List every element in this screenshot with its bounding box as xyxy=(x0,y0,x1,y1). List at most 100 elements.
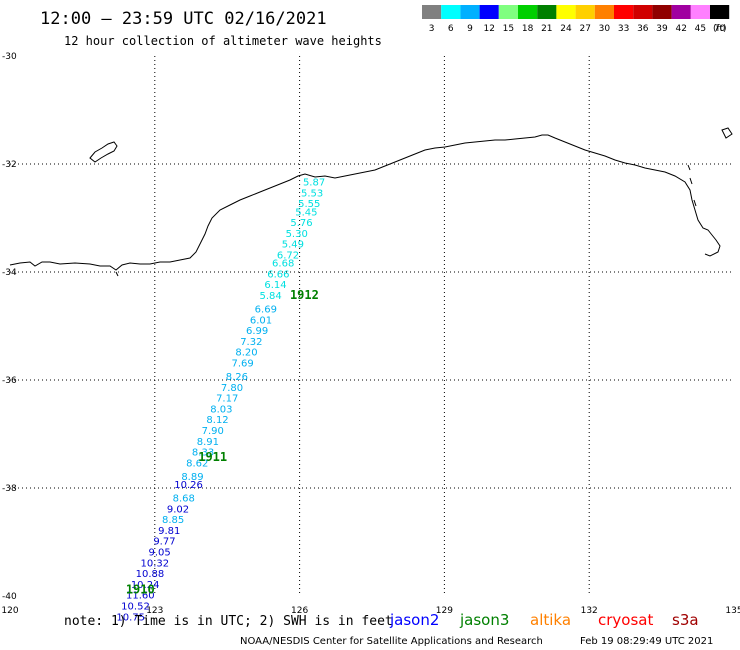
scale-swatch xyxy=(575,5,595,19)
wave-height-value: 5.45 xyxy=(295,207,317,218)
lon-tick-label: 135 xyxy=(725,606,740,616)
coast-marks xyxy=(115,164,697,277)
scale-swatch xyxy=(614,5,634,19)
footer-note: note: 1) Time is in UTC; 2) SWH is in fe… xyxy=(64,614,393,629)
wave-height-value: 6.01 xyxy=(250,315,272,326)
satellite-name: jason3 xyxy=(459,611,509,629)
scale-label: 70 xyxy=(714,24,726,34)
scale-label: 3 xyxy=(429,24,435,34)
wave-height-value: 7.80 xyxy=(221,383,243,394)
scale-label: 42 xyxy=(675,24,686,34)
scale-swatch xyxy=(633,5,653,19)
wave-height-value: 8.26 xyxy=(226,372,248,383)
wave-height-labels: 5.875.535.555.455.765.305.496.726.686.66… xyxy=(116,178,325,624)
scale-swatch xyxy=(422,5,442,19)
coastline xyxy=(9,134,721,271)
wave-height-value: 10.75 xyxy=(116,612,145,623)
wave-height-value: 5.49 xyxy=(282,240,304,251)
lat-tick-label: -32 xyxy=(2,160,17,170)
track-labels: 1912 1911 1910 xyxy=(126,288,319,596)
lon-tick-label: 126 xyxy=(291,606,308,616)
scale-swatch xyxy=(671,5,691,19)
scale-label: 30 xyxy=(599,24,611,34)
scale-swatch xyxy=(556,5,576,19)
wave-height-value: 5.30 xyxy=(286,229,308,240)
lat-tick-label: -36 xyxy=(2,376,17,386)
scale-label: 15 xyxy=(503,24,514,34)
scale-label: 39 xyxy=(656,24,668,34)
wave-height-value: 8.03 xyxy=(210,404,232,415)
wave-height-value: 6.66 xyxy=(267,269,289,280)
lat-tick-label: -30 xyxy=(2,52,17,62)
wave-height-value: 9.02 xyxy=(167,504,189,515)
wave-height-value: 5.87 xyxy=(303,178,325,189)
track-number: 1910 xyxy=(126,582,155,596)
wave-height-value: 8.33 xyxy=(192,448,214,459)
scale-swatch xyxy=(460,5,480,19)
scale-label: 6 xyxy=(448,24,454,34)
scale-swatch xyxy=(441,5,461,19)
wave-height-value: 5.84 xyxy=(260,291,282,302)
wave-height-value: 6.68 xyxy=(272,259,294,270)
wave-height-value: 10.52 xyxy=(121,602,150,613)
wave-height-value: 7.32 xyxy=(240,337,262,348)
scale-swatch xyxy=(710,5,730,19)
lat-tick-label: -34 xyxy=(2,268,17,278)
wave-height-value: 9.05 xyxy=(148,548,170,559)
lon-tick-label: 120 xyxy=(1,606,18,616)
wave-height-value: 7.69 xyxy=(232,359,254,370)
wave-height-value: 10.88 xyxy=(136,569,165,580)
scale-swatch xyxy=(498,5,518,19)
scale-label: 12 xyxy=(483,24,494,34)
wave-height-value: 8.91 xyxy=(197,437,219,448)
wave-height-value: 8.12 xyxy=(206,415,228,426)
satellite-name: altika xyxy=(530,611,571,629)
wave-height-value: 8.68 xyxy=(173,494,195,505)
satellite-name: cryosat xyxy=(598,611,653,629)
lat-tick-label: -40 xyxy=(2,592,17,602)
lon-tick-label: 123 xyxy=(146,606,163,616)
scale-swatch xyxy=(652,5,672,19)
satellite-legend: jason2 jason3 altika cryosat s3a xyxy=(389,611,699,629)
island xyxy=(89,141,118,163)
lon-tick-label: 129 xyxy=(436,606,453,616)
wave-height-value: 9.77 xyxy=(153,537,175,548)
map-title: 12:00 – 23:59 UTC 02/16/2021 xyxy=(40,9,327,29)
scale-swatch xyxy=(594,5,614,19)
scale-swatch xyxy=(479,5,499,19)
wave-height-value: 5.55 xyxy=(298,199,320,210)
wave-height-value: 10.32 xyxy=(140,558,169,569)
scale-label: 45 xyxy=(695,24,706,34)
scale-label: 36 xyxy=(637,24,649,34)
satellite-name: s3a xyxy=(672,611,699,629)
scale-label: 24 xyxy=(560,24,572,34)
scale-swatch xyxy=(690,5,710,19)
scale-label: 27 xyxy=(579,24,590,34)
wave-height-value: 9.81 xyxy=(158,526,180,537)
wave-height-value: 5.76 xyxy=(290,218,312,229)
wave-height-value: 6.99 xyxy=(246,326,268,337)
map-subtitle: 12 hour collection of altimeter wave hei… xyxy=(64,34,382,48)
credit-text: NOAA/NESDIS Center for Satellite Applica… xyxy=(240,636,543,647)
wave-height-scale: 3 6 9 12 15 18 21 24 27 30 33 36 39 42 45 70 xyxy=(422,5,730,34)
tasmania-coast xyxy=(721,127,733,139)
wave-height-value: 8.85 xyxy=(162,515,184,526)
scale-swatch xyxy=(537,5,557,19)
wave-height-value: 6.69 xyxy=(255,305,277,316)
wave-height-value: 5.53 xyxy=(301,188,323,199)
wave-height-value: 7.90 xyxy=(202,426,224,437)
wave-height-value: 8.20 xyxy=(235,348,257,359)
scale-label: 9 xyxy=(467,24,473,34)
wave-height-value: 10.24 xyxy=(131,580,160,591)
lat-lon-grid: 120 123 126 129 132 135 -30 -32 -34 -36 -38 -40 xyxy=(1,52,740,616)
scale-unit: (ft) xyxy=(713,24,727,34)
scale-label: 33 xyxy=(618,24,629,34)
scale-swatch xyxy=(518,5,538,19)
wave-height-value: 11.60 xyxy=(126,591,155,602)
lon-tick-label: 132 xyxy=(581,606,598,616)
lat-tick-label: -38 xyxy=(2,484,17,494)
track-number: 1911 xyxy=(198,450,227,464)
wave-height-value: 7.17 xyxy=(216,394,238,405)
satellite-name: jason2 xyxy=(389,611,439,629)
